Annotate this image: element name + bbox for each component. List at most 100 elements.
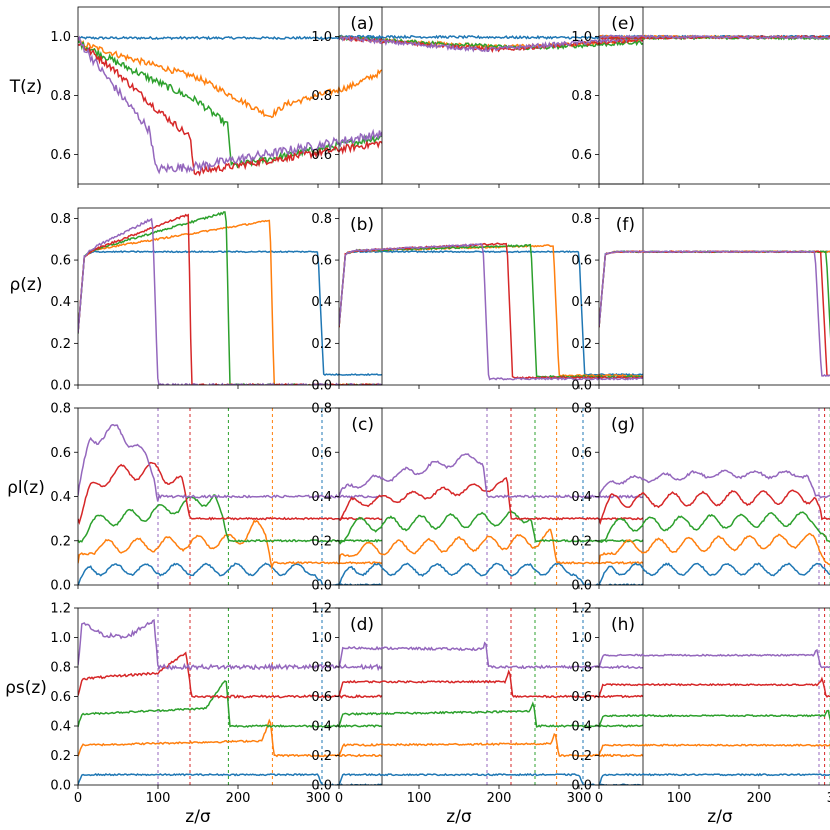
panel-g: 0.0 0.2 0.4 0.6 0.8 (g)	[311, 402, 644, 594]
ytick-label-c-0: 0.0	[50, 579, 71, 594]
series-k-1	[599, 532, 830, 566]
ylabel-T: T(z)	[9, 77, 43, 97]
xtick-label-d-2: 200	[226, 791, 251, 806]
panel-label-c: (c)	[351, 415, 374, 435]
series-j-1	[599, 250, 830, 327]
series-g-2	[339, 510, 643, 545]
xtick-label-d-0: 0	[74, 791, 82, 806]
ytick-label-d-0: 0.0	[50, 779, 71, 794]
series-l-4	[599, 648, 830, 669]
ytick-label-l-1: 0.2	[571, 749, 592, 764]
series-c-1	[78, 519, 382, 570]
ytick-label-a-0: 0.6	[50, 148, 71, 163]
xlabel-col-3: z/σ	[707, 807, 733, 827]
ytick-label-j-0: 0.0	[571, 379, 592, 394]
series-g-1	[339, 528, 643, 565]
xtick-label-l-3: 300	[827, 791, 830, 806]
axes-frame-f	[338, 207, 644, 386]
ytick-label-f-0: 0.0	[311, 379, 332, 394]
series-k-2	[599, 511, 830, 543]
ytick-label-g-3: 0.6	[311, 446, 332, 461]
ytick-label-l-6: 1.2	[571, 602, 592, 617]
ytick-label-g-4: 0.8	[311, 402, 332, 417]
ytick-label-l-0: 0.0	[571, 779, 592, 794]
series-j-0	[599, 250, 830, 328]
series-h-4	[339, 641, 643, 670]
ytick-label-k-0: 0.0	[571, 579, 592, 594]
ytick-label-i-1: 0.8	[571, 89, 592, 104]
series-e-0	[339, 34, 643, 41]
series-g-3	[339, 477, 643, 521]
ytick-label-f-3: 0.6	[311, 254, 332, 269]
series-d-4	[78, 618, 382, 672]
ytick-label-j-4: 0.8	[571, 212, 592, 227]
series-c-2	[78, 494, 382, 544]
xtick-label-l-2: 200	[747, 791, 772, 806]
series-b-3	[78, 213, 382, 385]
panel-f: 0.0 0.2 0.4 0.6 0.8 (f)	[311, 207, 644, 394]
ytick-label-i-0: 0.6	[571, 148, 592, 163]
series-j-4	[599, 250, 830, 377]
ytick-label-j-1: 0.2	[571, 337, 592, 352]
xtick-label-h-2: 200	[487, 791, 512, 806]
column-xlabels: z/σ z/σ z/σ	[185, 807, 733, 827]
ytick-label-d-2: 0.4	[50, 720, 71, 735]
ytick-label-d-1: 0.2	[50, 749, 71, 764]
axes-frame-b	[77, 207, 383, 386]
ytick-label-h-3: 0.6	[311, 690, 332, 705]
panel-label-b: (b)	[350, 215, 374, 235]
series-a-4	[78, 35, 382, 175]
xtick-label-h-3: 300	[567, 791, 592, 806]
panel-j: 0.00.20.40.60.8(j)	[571, 207, 830, 394]
ytick-label-e-0: 0.6	[311, 148, 332, 163]
ytick-label-c-2: 0.4	[50, 490, 71, 505]
panel-d: 0.0 0.2 0.4 0.6 0.8 1.0 1.2 0 100 200 300 (d)	[50, 602, 383, 806]
panel-c: 0.0 0.2 0.4 0.6 0.8 (c)	[50, 402, 383, 594]
ytick-label-j-2: 0.4	[571, 295, 592, 310]
ytick-label-a-2: 1.0	[50, 30, 71, 45]
panel-label-g: (g)	[611, 415, 635, 435]
ytick-label-b-0: 0.0	[50, 379, 71, 394]
ylabel-rho-s: ρs(z)	[5, 678, 47, 698]
series-c-4	[78, 424, 382, 502]
series-l-2	[599, 709, 830, 727]
ytick-label-l-4: 0.8	[571, 661, 592, 676]
series-k-3	[599, 489, 830, 526]
series-f-4	[339, 242, 643, 381]
panel-label-a: (a)	[350, 14, 374, 34]
ytick-label-c-1: 0.2	[50, 534, 71, 549]
ytick-label-h-2: 0.4	[311, 720, 332, 735]
ytick-label-a-1: 0.8	[50, 89, 71, 104]
series-f-3	[339, 242, 643, 380]
xlabel-col-1: z/σ	[185, 807, 211, 827]
row-ylabels: T(z) ρ(z) ρl(z) ρs(z)	[5, 77, 47, 698]
series-g-4	[339, 453, 643, 499]
panel-label-d: (d)	[350, 615, 374, 635]
ytick-label-l-3: 0.6	[571, 690, 592, 705]
ylabel-rho-l: ρl(z)	[7, 478, 45, 498]
ytick-label-e-1: 0.8	[311, 89, 332, 104]
series-b-0	[78, 250, 382, 377]
ytick-label-c-4: 0.8	[50, 402, 71, 417]
ytick-label-f-2: 0.4	[311, 295, 332, 310]
xtick-label-h-0: 0	[335, 791, 343, 806]
axes-frame-j	[598, 207, 830, 386]
xtick-label-d-3: 300	[306, 791, 331, 806]
panel-k: 0.00.20.40.60.8(k)	[571, 402, 830, 594]
series-e-2	[339, 35, 643, 51]
series-f-0	[339, 250, 643, 377]
ytick-label-h-4: 0.8	[311, 661, 332, 676]
series-a-0	[78, 35, 382, 41]
ytick-label-h-6: 1.2	[311, 602, 332, 617]
panel-h: 0.0 0.2 0.4 0.6 0.8 1.0 1.2 0 100 200 300 (h)	[311, 602, 644, 806]
ytick-label-g-0: 0.0	[311, 579, 332, 594]
ytick-label-k-1: 0.2	[571, 534, 592, 549]
ytick-label-j-3: 0.6	[571, 254, 592, 269]
series-l-0	[599, 772, 830, 785]
xtick-label-h-1: 100	[407, 791, 432, 806]
series-c-0	[78, 562, 382, 585]
series-f-2	[339, 243, 643, 379]
ytick-label-l-2: 0.4	[571, 720, 592, 735]
ytick-label-g-1: 0.2	[311, 534, 332, 549]
